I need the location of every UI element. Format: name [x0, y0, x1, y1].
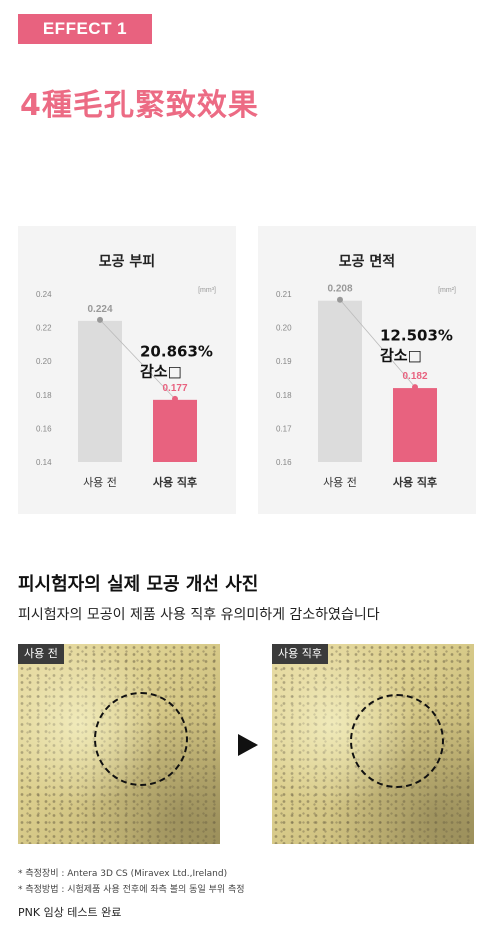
chart-title: 모공 부피	[99, 254, 155, 270]
reduction-percent: 12.503%	[380, 326, 453, 344]
photo-after-label: 사용 직후	[272, 644, 328, 664]
chart-pore-area: 모공 면적 [mm²] 0.16 0.17 0.18 0.19 0.20 0.21 0.208 0…	[276, 253, 456, 489]
section-title: 피시험자의 실제 모공 개선 사진	[18, 574, 259, 595]
effect-badge: EFFECT 1	[18, 14, 152, 44]
data-label: 0.224	[87, 304, 112, 315]
chart-card-pore-area: 모공 면적 [mm²] 0.16 0.17 0.18 0.19 0.20 0.21 0.208 0…	[258, 226, 476, 514]
y-tick-label: 0.18	[276, 391, 292, 400]
x-tick-label: 사용 전	[323, 476, 357, 489]
connector-line	[339, 299, 416, 388]
bar	[153, 399, 197, 462]
footnote-method: * 측정방법 : 시험제품 사용 전후에 좌측 볼의 동일 부위 측정	[18, 885, 245, 895]
unit-label: [mm²]	[438, 287, 456, 294]
bar	[393, 388, 437, 462]
y-tick-label: 0.24	[36, 290, 52, 299]
photo-before-label: 사용 전	[18, 644, 64, 664]
data-point	[172, 395, 178, 402]
x-tick-label: 사용 직후	[393, 475, 437, 489]
y-tick-label: 0.17	[276, 424, 292, 433]
chart-title: 모공 면적	[339, 253, 395, 270]
data-label: 0.182	[402, 371, 427, 382]
data-point	[97, 316, 103, 323]
arrow-right-icon	[238, 734, 258, 756]
y-tick-label: 0.21	[276, 290, 292, 299]
x-tick-label: 사용 직후	[153, 475, 197, 489]
y-tick-label: 0.14	[36, 458, 52, 467]
bar	[318, 300, 362, 462]
chart-card-pore-volume: 모공 부피 [mm³] 0.14 0.16 0.18 0.20 0.22 0.24 0.224 0…	[18, 226, 236, 514]
footnote-equipment: * 측정장비 : Antera 3D CS (Miravex Ltd.,Irel…	[18, 869, 228, 879]
bar	[78, 320, 122, 462]
footnote-test-complete: PNK 임상 테스트 완료	[18, 906, 122, 919]
data-label: 0.208	[327, 284, 352, 295]
section-subtitle: 피시험자의 모공이 제품 사용 직후 유의미하게 감소하였습니다	[18, 607, 380, 623]
data-point	[412, 384, 418, 391]
y-tick-label: 0.22	[36, 324, 52, 333]
reduction-label: 감소□	[140, 362, 182, 380]
photo-before: 사용 전	[18, 644, 220, 844]
y-tick-label: 0.18	[36, 391, 52, 400]
unit-label: [mm³]	[198, 287, 216, 294]
highlight-circle	[350, 694, 444, 788]
chart-pore-volume: 모공 부피 [mm³] 0.14 0.16 0.18 0.20 0.22 0.24 0.224 0…	[36, 254, 216, 489]
x-tick-label: 사용 전	[83, 476, 117, 489]
y-tick-label: 0.20	[36, 357, 52, 366]
data-point	[337, 296, 343, 303]
y-tick-label: 0.19	[276, 357, 292, 366]
data-label: 0.177	[162, 383, 187, 394]
y-tick-label: 0.20	[276, 324, 292, 333]
highlight-circle	[94, 692, 188, 786]
y-tick-label: 0.16	[36, 424, 52, 433]
connector-line	[99, 319, 176, 400]
y-tick-label: 0.16	[276, 458, 292, 467]
reduction-percent: 20.863%	[140, 342, 213, 360]
photo-after: 사용 직후	[272, 644, 474, 844]
reduction-label: 감소□	[380, 346, 422, 364]
headline: 4種毛孔緊致效果	[20, 88, 259, 123]
